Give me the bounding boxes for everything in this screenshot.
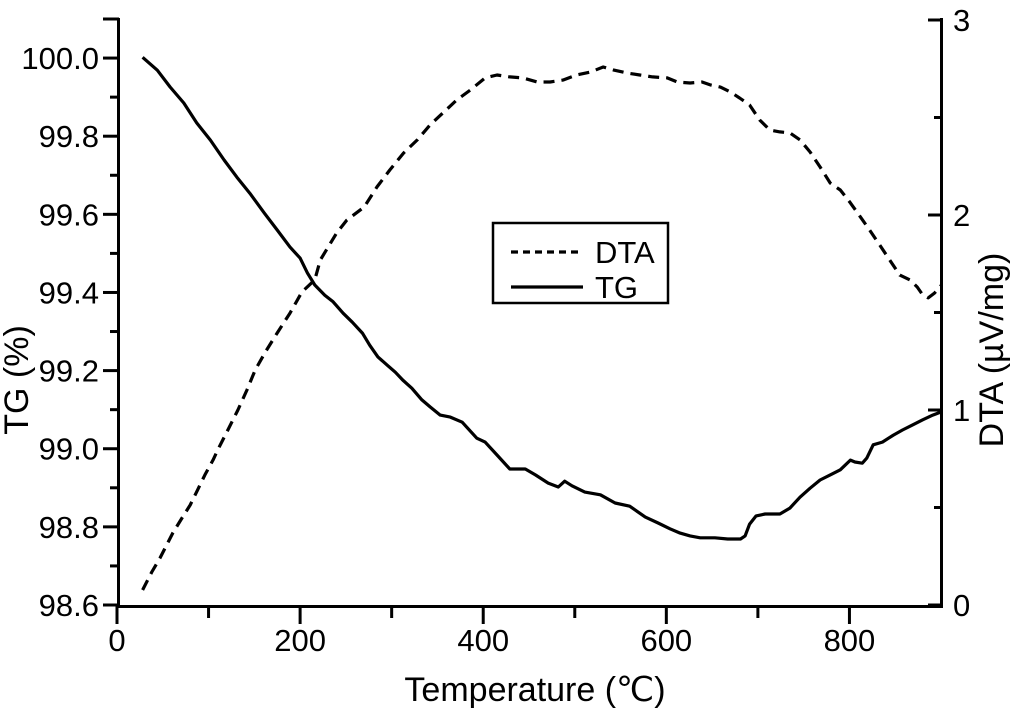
tg-curve bbox=[141, 56, 942, 541]
right-axis-tick-label: 2 bbox=[953, 198, 970, 233]
left-axis-tick-label: 99.2 bbox=[39, 354, 99, 389]
right-axis-tick-label: 3 bbox=[953, 3, 970, 38]
x-axis-tick-label: 400 bbox=[457, 623, 509, 658]
x-axis-tick-label: 200 bbox=[274, 623, 326, 658]
left-axis-title: TG (%) bbox=[0, 325, 36, 435]
left-axis-tick-label: 99.4 bbox=[39, 275, 99, 310]
left-axis-tick-label: 100.0 bbox=[21, 41, 99, 76]
x-axis-tick-label: 0 bbox=[108, 623, 125, 658]
left-axis-tick-label: 98.6 bbox=[39, 588, 99, 623]
x-axis-title: Temperature (℃) bbox=[404, 671, 665, 709]
left-axis-tick-label: 99.0 bbox=[39, 432, 99, 467]
x-axis-tick-label: 600 bbox=[640, 623, 692, 658]
left-axis-tick-label: 98.8 bbox=[39, 510, 99, 545]
left-axis-tick-label: 99.6 bbox=[39, 197, 99, 232]
left-axis-tick-label: 99.8 bbox=[39, 119, 99, 154]
x-axis-tick-label: 800 bbox=[824, 623, 876, 658]
right-axis-tick-label: 0 bbox=[953, 588, 970, 623]
dta-curve bbox=[141, 65, 943, 591]
legend-box bbox=[491, 221, 670, 305]
legend-dta-label: DTA bbox=[595, 235, 655, 270]
right-axis-tick-label: 1 bbox=[953, 393, 970, 428]
legend-tg-label: TG bbox=[595, 270, 638, 305]
right-axis-title: DTA (µV/mg) bbox=[973, 253, 1011, 448]
